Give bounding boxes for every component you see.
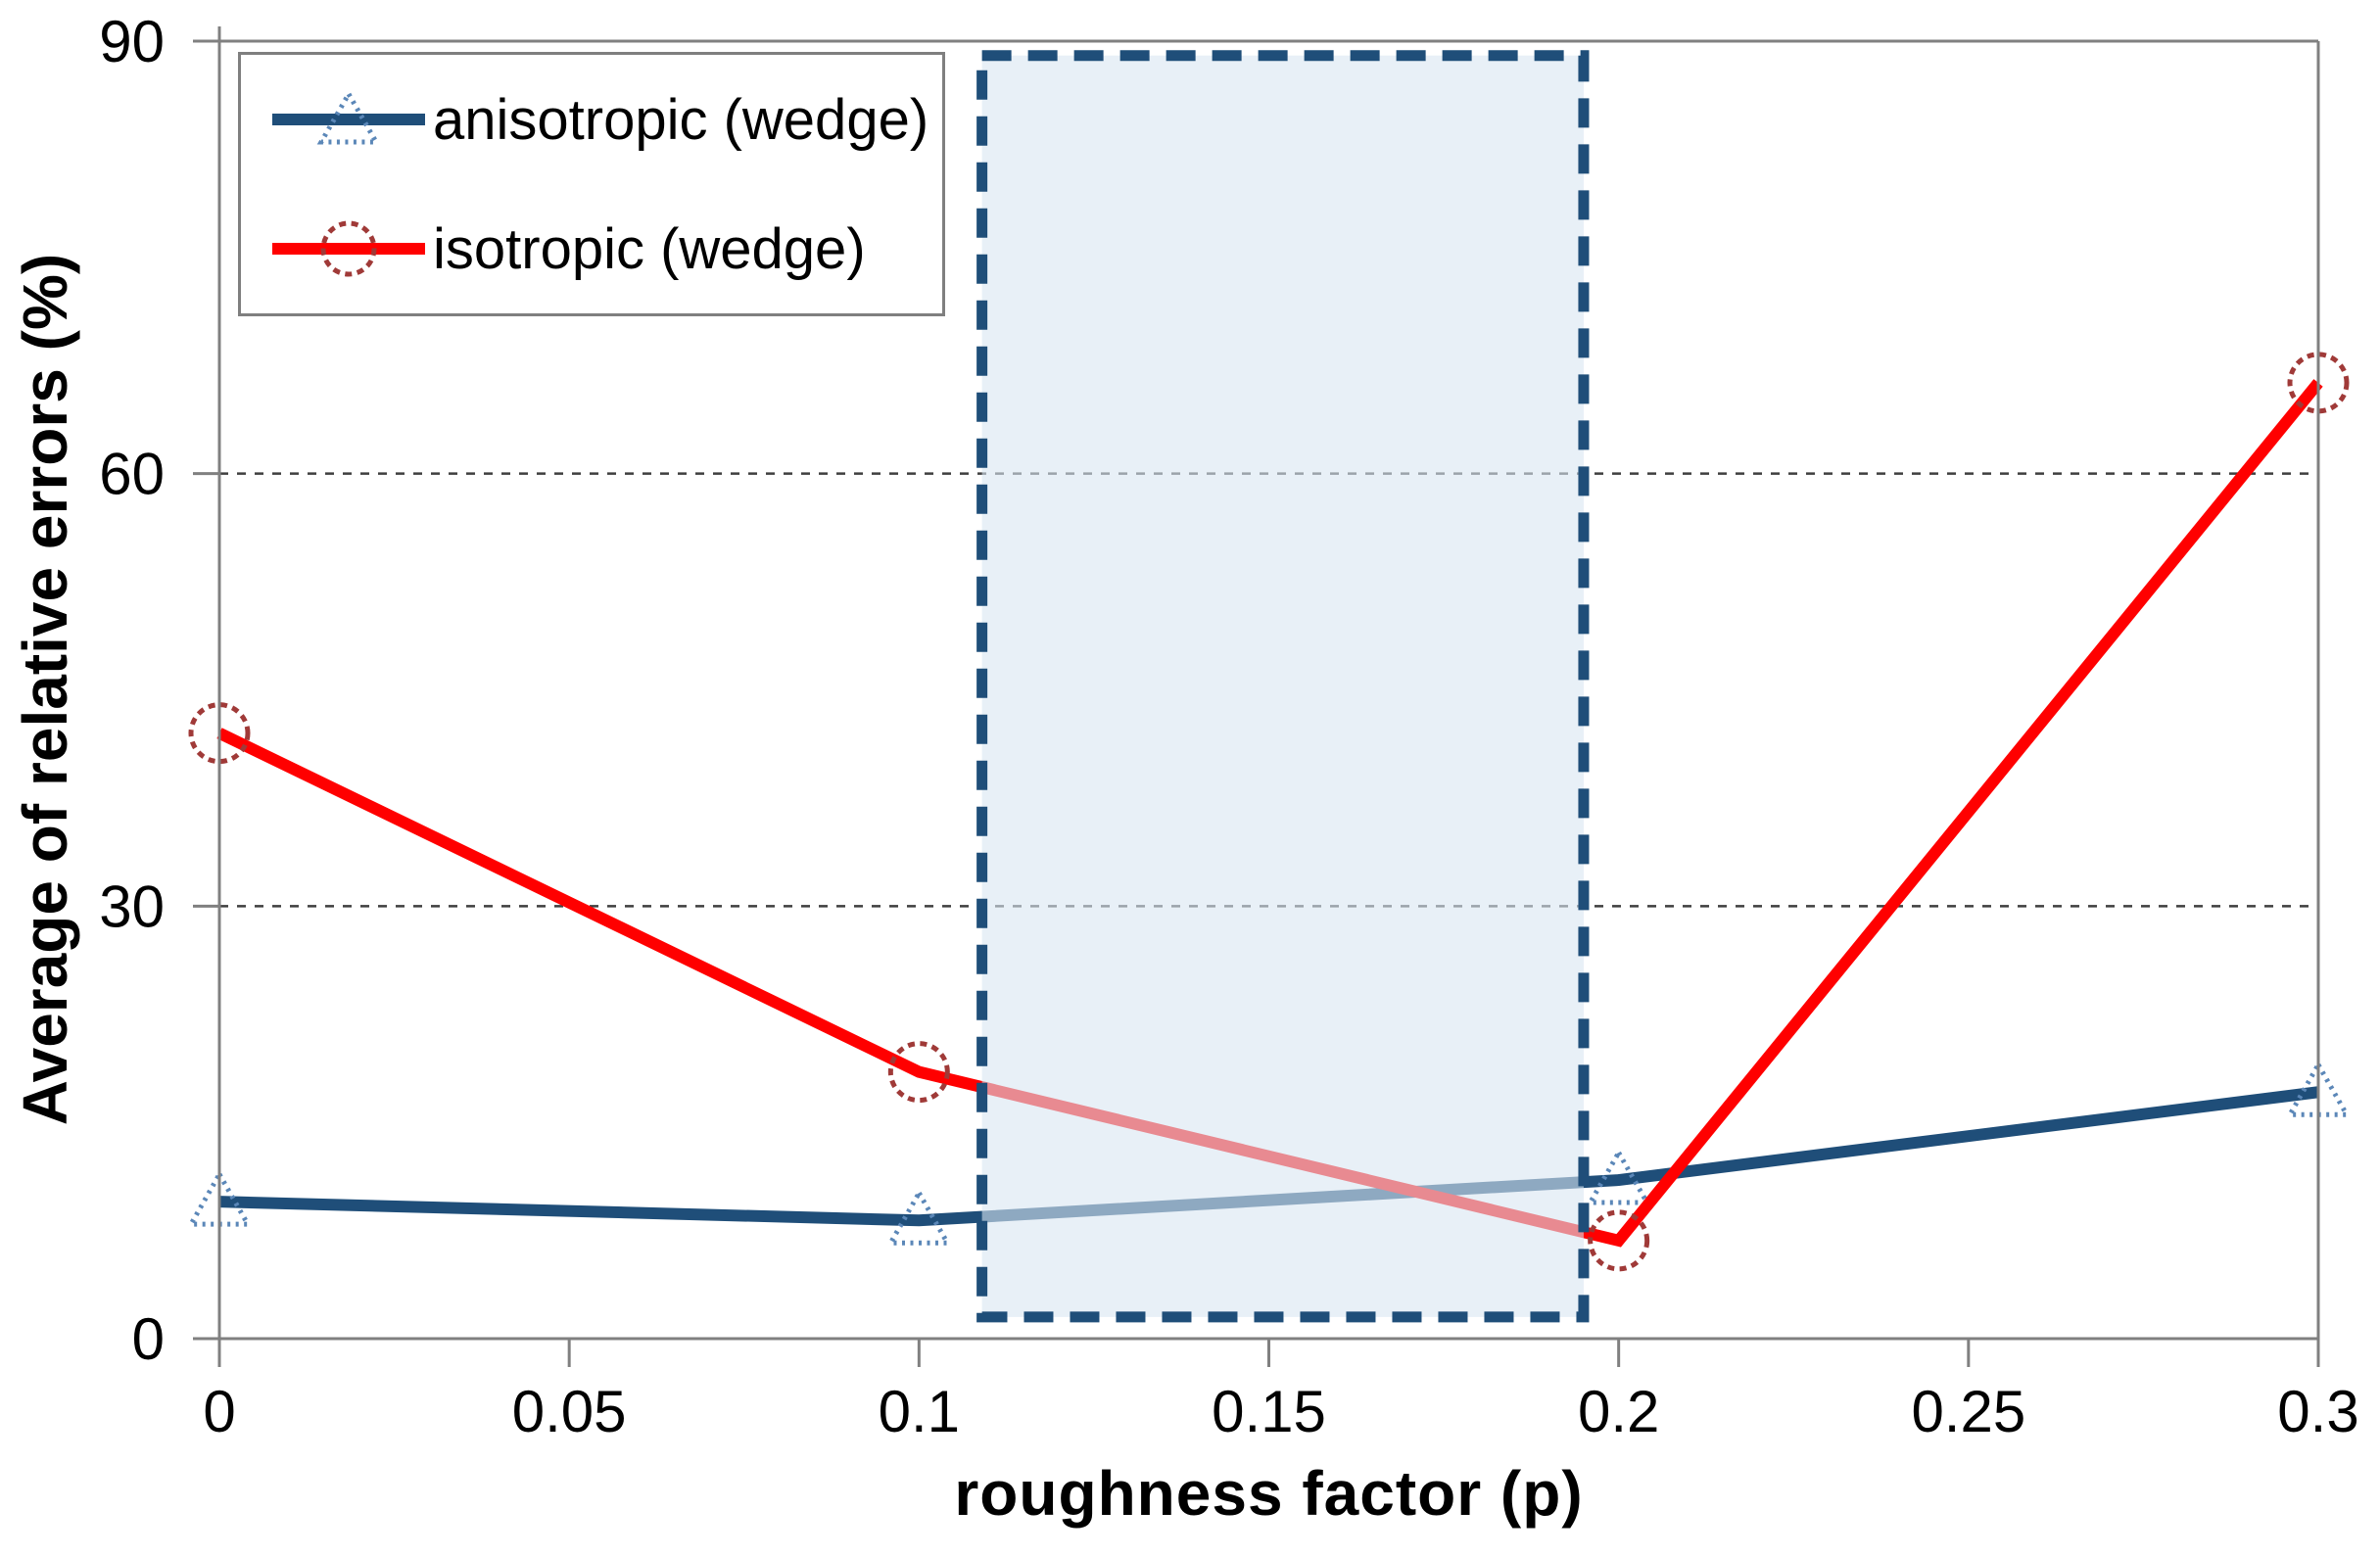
x-axis-title: roughness factor (p) [954,1458,1584,1529]
y-tick-label-30: 30 [99,873,165,939]
legend-item-isotropic: isotropic (wedge) [270,214,942,283]
x-tick-label-0.25: 0.25 [1911,1379,2025,1444]
y-tick-label-0: 0 [132,1306,165,1372]
marker-triangle-p0.1 [886,1188,952,1246]
highlight-region-border [976,50,1590,1323]
isotropic-line-marker-sample [272,220,425,277]
x-tick-label-0.15: 0.15 [1212,1379,1326,1444]
marker-circle-p0 [188,702,251,765]
marker-circle-p0.1 [887,1041,950,1104]
x-tick-label-0: 0 [203,1379,235,1444]
anisotropic-line-marker-sample [272,88,425,145]
legend-label-anisotropic: anisotropic (wedge) [433,87,929,152]
highlight-region-fill [981,55,1584,1317]
marker-triangle-p0.2 [1586,1147,1651,1205]
x-tick-label-0.1: 0.1 [879,1379,960,1444]
marker-circle-p0.3 [2287,352,2350,414]
legend-item-anisotropic: anisotropic (wedge) [270,85,942,154]
y-tick-label-90: 90 [99,9,165,74]
x-tick-label-0.2: 0.2 [1578,1379,1659,1444]
marker-circle-p0.2 [1588,1209,1650,1272]
y-tick-label-60: 60 [99,442,165,507]
x-tick-label-0.3: 0.3 [2277,1379,2358,1444]
y-axis-title: Average of relative errors (%) [10,253,80,1126]
legend: anisotropic (wedge) isotropic (wedge) [238,52,945,316]
legend-label-isotropic: isotropic (wedge) [433,216,866,281]
x-tick-label-0.05: 0.05 [512,1379,627,1444]
